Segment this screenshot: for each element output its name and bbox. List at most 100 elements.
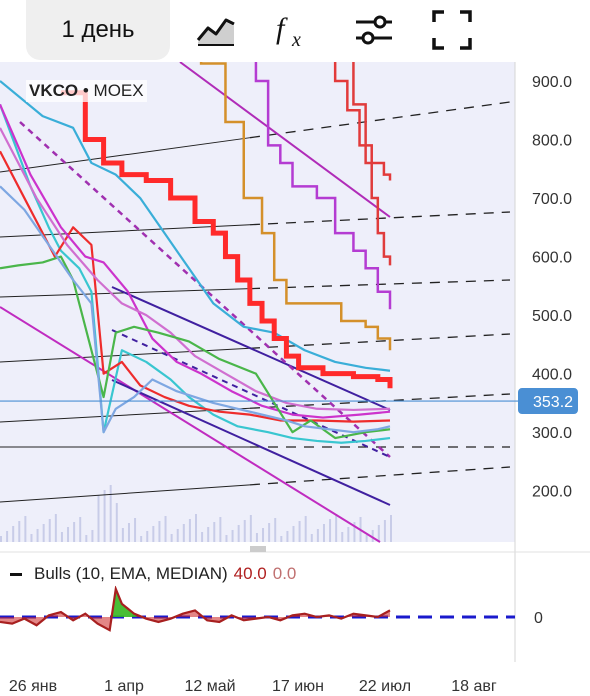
volume-bar [176,529,179,542]
interval-button[interactable]: 1 день [26,0,170,60]
current-price-label: 353.2 [533,394,573,411]
volume-bar [243,520,246,542]
price-tick-label: 800.0 [532,133,572,150]
volume-bar [103,490,106,542]
volume-bar [390,515,392,542]
channel-line [0,347,251,363]
channel-line-projection [249,279,511,290]
svg-text:f: f [276,12,288,45]
step-line [333,62,392,181]
volume-bar [255,533,258,542]
time-tick-label: 17 июн [272,678,324,695]
volume-bar [115,503,118,542]
step-line [60,90,393,389]
channel-line-projection [249,333,511,349]
channel-line [0,484,251,503]
volume-bar [316,529,319,542]
volume-bar [48,519,51,542]
volume-bar [292,526,295,542]
volume-bar [237,525,240,542]
price-line [0,103,391,419]
step-line [199,62,392,351]
ticker-symbol: VKCO [29,81,79,100]
price-axis: 900.0 800.0 700.0 600.0 500.0 400.0 300.0 200.0… [518,74,578,501]
volume-bar [310,534,313,542]
volume-bar [6,531,9,542]
volume-bar [182,524,185,542]
volume-bar [231,530,234,542]
volume-bar [18,521,21,542]
volume-bar [164,516,167,542]
step-line [254,62,392,310]
chart-type-icon[interactable] [194,8,238,52]
price-line [0,185,391,434]
volume-bar [60,532,63,542]
volume-bar [329,519,332,542]
volume-bar [121,528,124,542]
volume-bar [109,485,112,542]
indicator-bear-fill [0,588,390,631]
volume-bar [85,535,88,542]
step-line [352,62,392,266]
volume-bar [213,522,216,542]
volume-bar [207,527,210,542]
ticker-exchange: MOEX [93,81,144,100]
volume-bar [67,527,70,542]
indicator-value-1: 40.0 [233,564,267,583]
indicator-bull-fill [112,588,138,617]
ticker-label: VKCO • MOEX [26,80,147,102]
volume-bar [286,531,289,542]
current-price-badge [518,388,578,415]
volume-bar [341,532,344,542]
indicator-value-2: 0.0 [272,564,297,583]
volume-bar [201,532,204,542]
volume-bar [353,522,356,542]
ticker-separator: • [82,81,89,100]
price-line [0,80,391,372]
volume-bar [371,530,374,542]
indicators-icon[interactable]: f x [272,8,316,52]
price-tick-label: 300.0 [532,425,572,442]
trend-line [111,286,391,411]
volume-bar [188,519,191,542]
channel-line-projection [249,211,511,226]
volume-bar [219,517,222,542]
price-tick-label: 400.0 [532,367,572,384]
volume-bar [91,530,94,542]
volume-bar [170,534,173,542]
indicator-zero-label: 0 [534,610,543,627]
fullscreen-icon[interactable] [430,8,474,52]
price-tick-label: 600.0 [532,250,572,267]
trend-line [179,62,391,218]
volume-bar [140,536,143,542]
time-tick-label: 12 май [184,678,235,695]
volume-bar [377,525,380,542]
price-tick-label: 200.0 [532,484,572,501]
volume-bar [249,515,252,542]
price-line [0,127,391,412]
volume-bar [24,516,27,542]
channel-line-projection [249,466,511,486]
volume-bar [12,526,15,542]
time-tick-label: 1 апр [104,678,144,695]
volume-bar [79,517,82,542]
chart-canvas[interactable]: 900.0 800.0 700.0 600.0 500.0 400.0 300.0 200.0… [0,62,590,696]
channel-line-projection [249,101,511,139]
settings-sliders-icon[interactable] [352,8,396,52]
volume-bar [97,495,100,542]
grid-lines [0,101,511,503]
indicator-legend[interactable]: Bulls (10, EMA, MEDIAN) 40.0 0.0 [4,562,303,586]
volume-bar [262,528,265,542]
channel-line [0,137,251,173]
time-tick-label: 22 июл [359,678,411,695]
volume-bar [225,535,228,542]
volume-bar [335,514,338,542]
price-tick-label: 500.0 [532,308,572,325]
time-tick-label: 18 авг [451,678,497,695]
volume-bar [42,524,45,542]
volume-bar [152,526,155,542]
price-series [0,62,520,444]
trend-line [0,306,381,543]
time-axis: 26 янв 1 апр 12 май 17 июн 22 июл 18 авг [9,678,497,695]
price-tick-label: 900.0 [532,74,572,91]
